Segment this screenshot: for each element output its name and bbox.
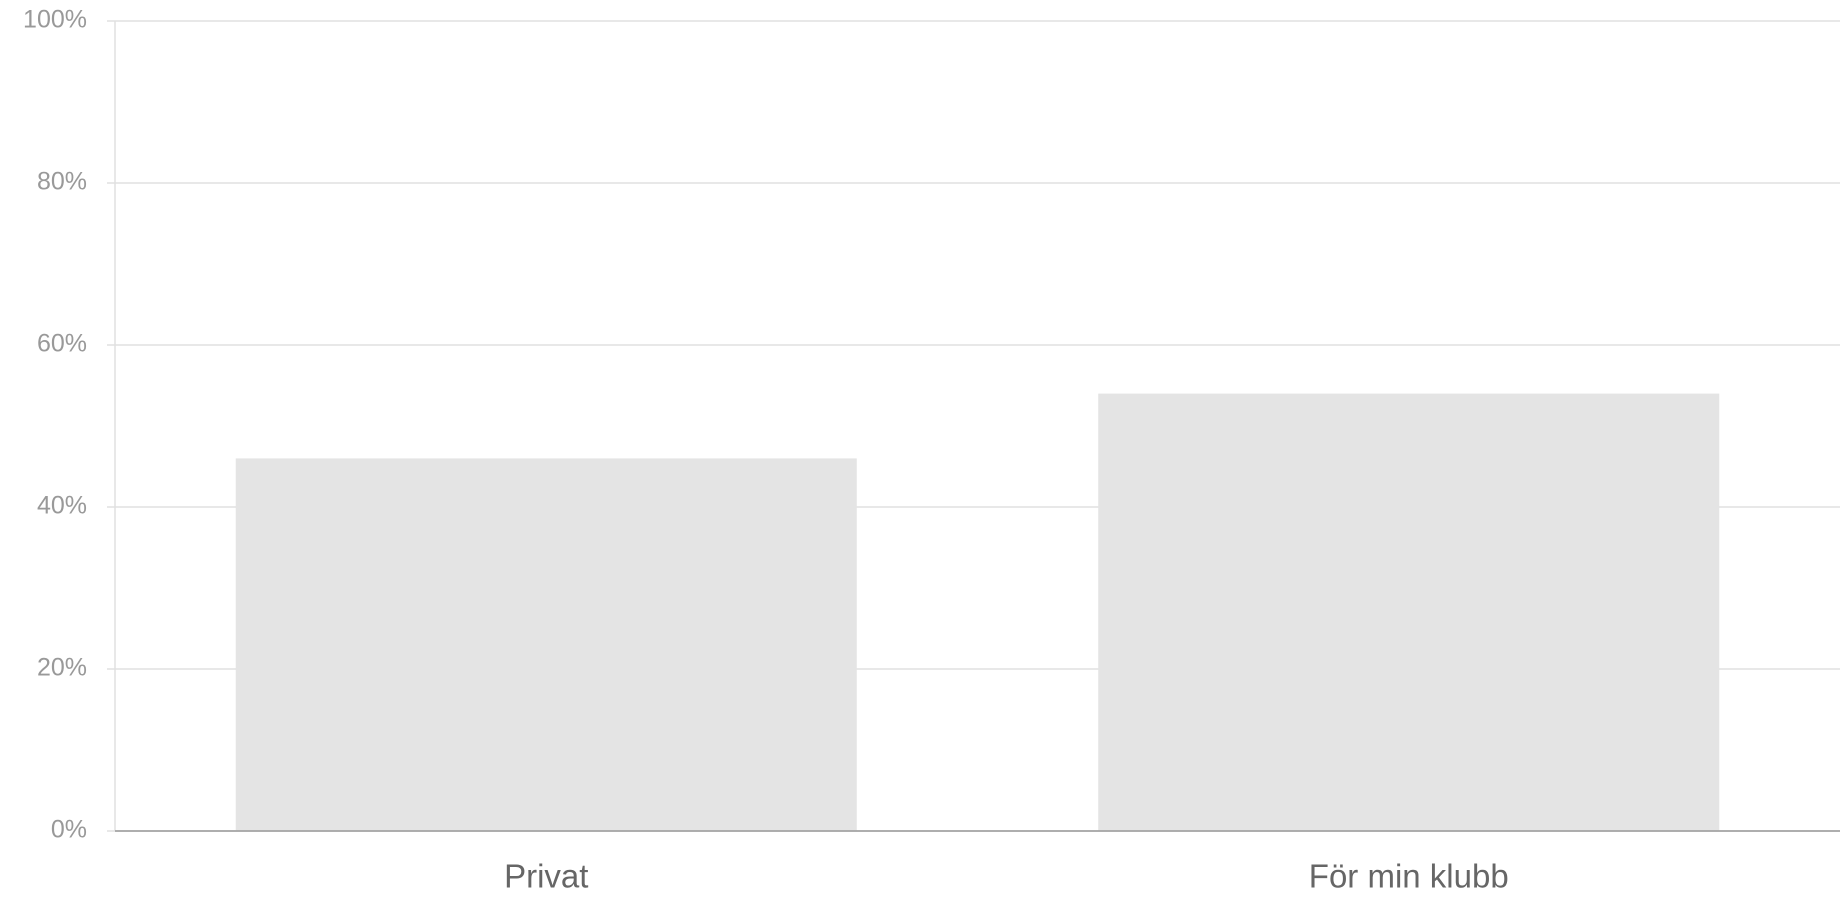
x-tick-label: Privat (504, 858, 588, 895)
y-tick-label: 20% (37, 654, 87, 682)
y-tick-label: 80% (37, 168, 87, 196)
y-tick-label: 60% (37, 330, 87, 358)
bar (235, 458, 857, 831)
y-tick-label: 0% (51, 816, 87, 844)
y-tick-label: 40% (37, 492, 87, 520)
bar (1098, 393, 1720, 831)
x-tick-label: För min klubb (1309, 858, 1509, 895)
y-tick-label: 100% (23, 6, 87, 34)
